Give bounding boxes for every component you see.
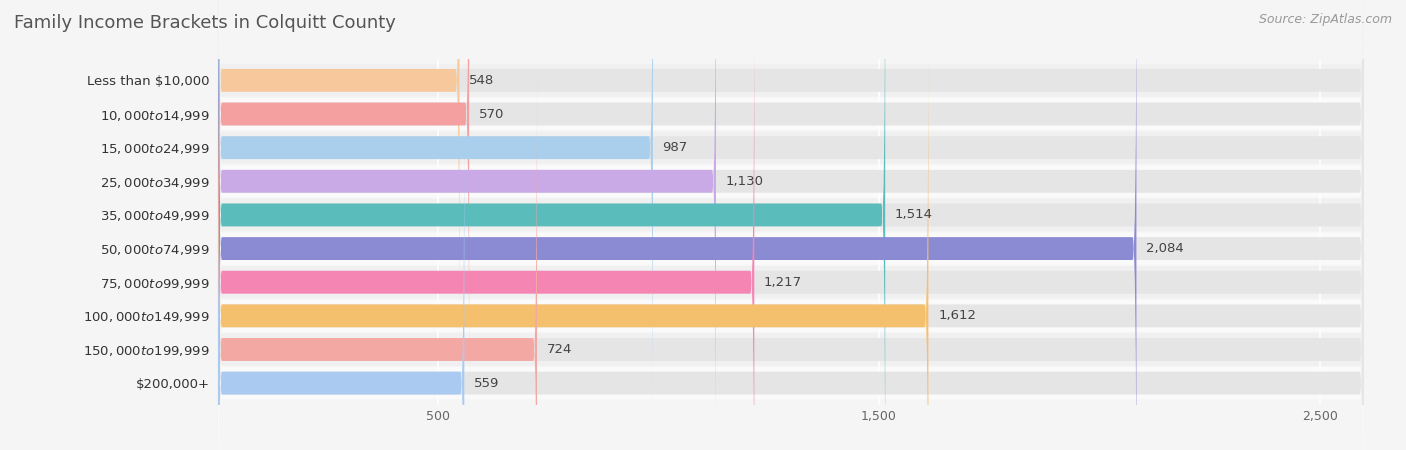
FancyBboxPatch shape xyxy=(218,0,1364,434)
FancyBboxPatch shape xyxy=(218,0,1364,450)
FancyBboxPatch shape xyxy=(218,0,1364,450)
Text: 548: 548 xyxy=(470,74,495,87)
Text: 1,130: 1,130 xyxy=(725,175,763,188)
FancyBboxPatch shape xyxy=(218,0,1364,372)
FancyBboxPatch shape xyxy=(218,130,1364,450)
Text: 1,612: 1,612 xyxy=(938,309,976,322)
FancyBboxPatch shape xyxy=(218,0,716,450)
FancyBboxPatch shape xyxy=(218,0,754,450)
FancyBboxPatch shape xyxy=(218,0,470,405)
FancyBboxPatch shape xyxy=(218,0,1136,450)
Text: Family Income Brackets in Colquitt County: Family Income Brackets in Colquitt Count… xyxy=(14,14,396,32)
FancyBboxPatch shape xyxy=(218,29,1364,450)
FancyBboxPatch shape xyxy=(218,0,652,439)
FancyBboxPatch shape xyxy=(218,24,928,450)
FancyBboxPatch shape xyxy=(218,0,1364,450)
Text: 2,084: 2,084 xyxy=(1146,242,1184,255)
Text: 987: 987 xyxy=(662,141,688,154)
Text: Source: ZipAtlas.com: Source: ZipAtlas.com xyxy=(1258,14,1392,27)
FancyBboxPatch shape xyxy=(218,0,1364,400)
FancyBboxPatch shape xyxy=(218,0,1364,405)
Text: 1,514: 1,514 xyxy=(894,208,934,221)
FancyBboxPatch shape xyxy=(218,0,1364,450)
FancyBboxPatch shape xyxy=(218,92,464,450)
FancyBboxPatch shape xyxy=(218,0,1364,439)
FancyBboxPatch shape xyxy=(218,24,1364,450)
FancyBboxPatch shape xyxy=(218,0,1364,367)
FancyBboxPatch shape xyxy=(218,0,886,450)
FancyBboxPatch shape xyxy=(218,58,537,450)
FancyBboxPatch shape xyxy=(218,92,1364,450)
FancyBboxPatch shape xyxy=(218,0,1364,450)
FancyBboxPatch shape xyxy=(218,0,1364,450)
FancyBboxPatch shape xyxy=(218,96,1364,450)
FancyBboxPatch shape xyxy=(218,0,460,372)
Text: 1,217: 1,217 xyxy=(763,276,801,289)
Text: 559: 559 xyxy=(474,377,499,390)
FancyBboxPatch shape xyxy=(218,63,1364,450)
Text: 570: 570 xyxy=(479,108,505,121)
FancyBboxPatch shape xyxy=(218,0,1364,333)
FancyBboxPatch shape xyxy=(218,58,1364,450)
Text: 724: 724 xyxy=(547,343,572,356)
